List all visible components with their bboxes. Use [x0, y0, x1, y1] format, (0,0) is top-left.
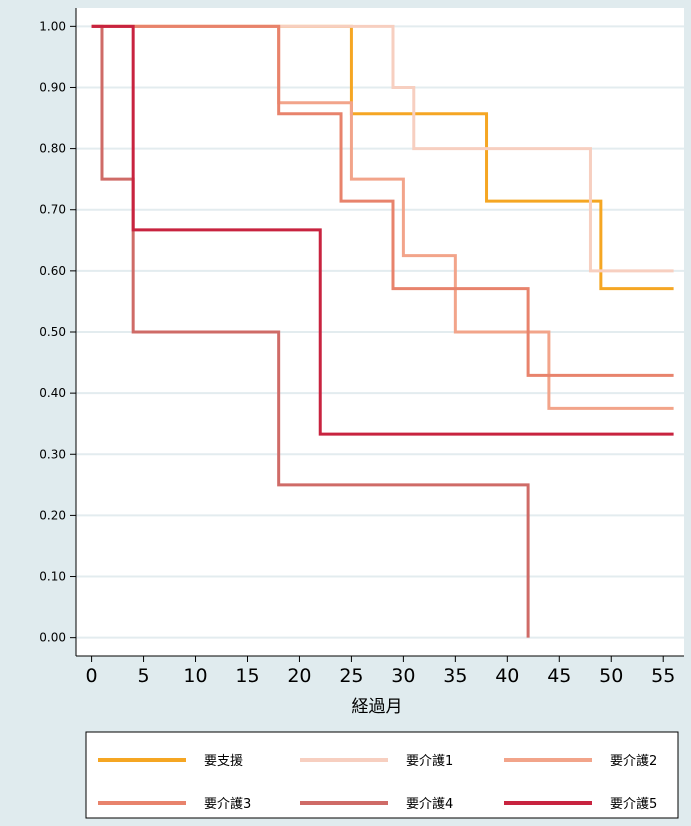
y-tick-label: 0.80: [39, 142, 66, 156]
legend-label: 要介護4: [406, 796, 453, 812]
x-axis-ticks: 0 5 10 15 20 25 30 35 40 45 50 55: [86, 656, 675, 687]
x-tick-label: 25: [339, 665, 363, 687]
y-tick-label: 0.10: [39, 570, 66, 584]
y-axis-ticks: 0.00 0.10 0.20 0.30 0.40 0.50 0.60 0.70 0.80 0.90…: [39, 19, 76, 645]
x-tick-label: 20: [287, 665, 311, 687]
y-tick-label: 0.30: [39, 447, 66, 461]
legend-box: [85, 731, 679, 819]
series-line-5: [91, 24, 530, 638]
x-tick-label: 55: [651, 665, 675, 687]
x-tick-label: 10: [183, 665, 207, 687]
x-tick-label: 30: [391, 665, 415, 687]
y-tick-label: 0.40: [39, 386, 66, 400]
y-tick-label: 0.70: [39, 203, 66, 217]
legend-label: 要支援: [204, 754, 243, 769]
x-tick-label: 0: [86, 665, 98, 687]
series-lines: [91, 24, 674, 638]
y-tick-label: 0.00: [39, 631, 66, 645]
y-tick-label: 0.50: [39, 325, 66, 339]
y-tick-label: 1.00: [39, 19, 66, 33]
series-line-4: [91, 24, 674, 377]
x-tick-label: 45: [547, 665, 571, 687]
x-axis-label: 経過月: [352, 697, 403, 717]
x-tick-label: 5: [138, 665, 150, 687]
series-line-2: [91, 24, 674, 273]
legend-label: 要介護2: [610, 753, 657, 769]
legend-label: 要介護1: [406, 753, 453, 769]
x-tick-label: 40: [495, 665, 519, 687]
y-tick-label: 0.20: [39, 508, 66, 522]
series-line-1: [91, 24, 674, 291]
x-tick-label: 15: [235, 665, 259, 687]
x-tick-label: 50: [599, 665, 623, 687]
legend: 要支援 要介護1 要介護2 要介護3 要介護4 要介護5: [85, 731, 679, 819]
x-tick-label: 35: [443, 665, 467, 687]
y-tick-label: 0.90: [39, 80, 66, 94]
legend-label: 要介護3: [204, 796, 251, 812]
legend-label: 要介護5: [610, 796, 657, 812]
series-line-6: [91, 24, 674, 436]
legend-items: 要支援 要介護1 要介護2 要介護3 要介護4 要介護5: [98, 753, 657, 812]
y-tick-label: 0.60: [39, 264, 66, 278]
